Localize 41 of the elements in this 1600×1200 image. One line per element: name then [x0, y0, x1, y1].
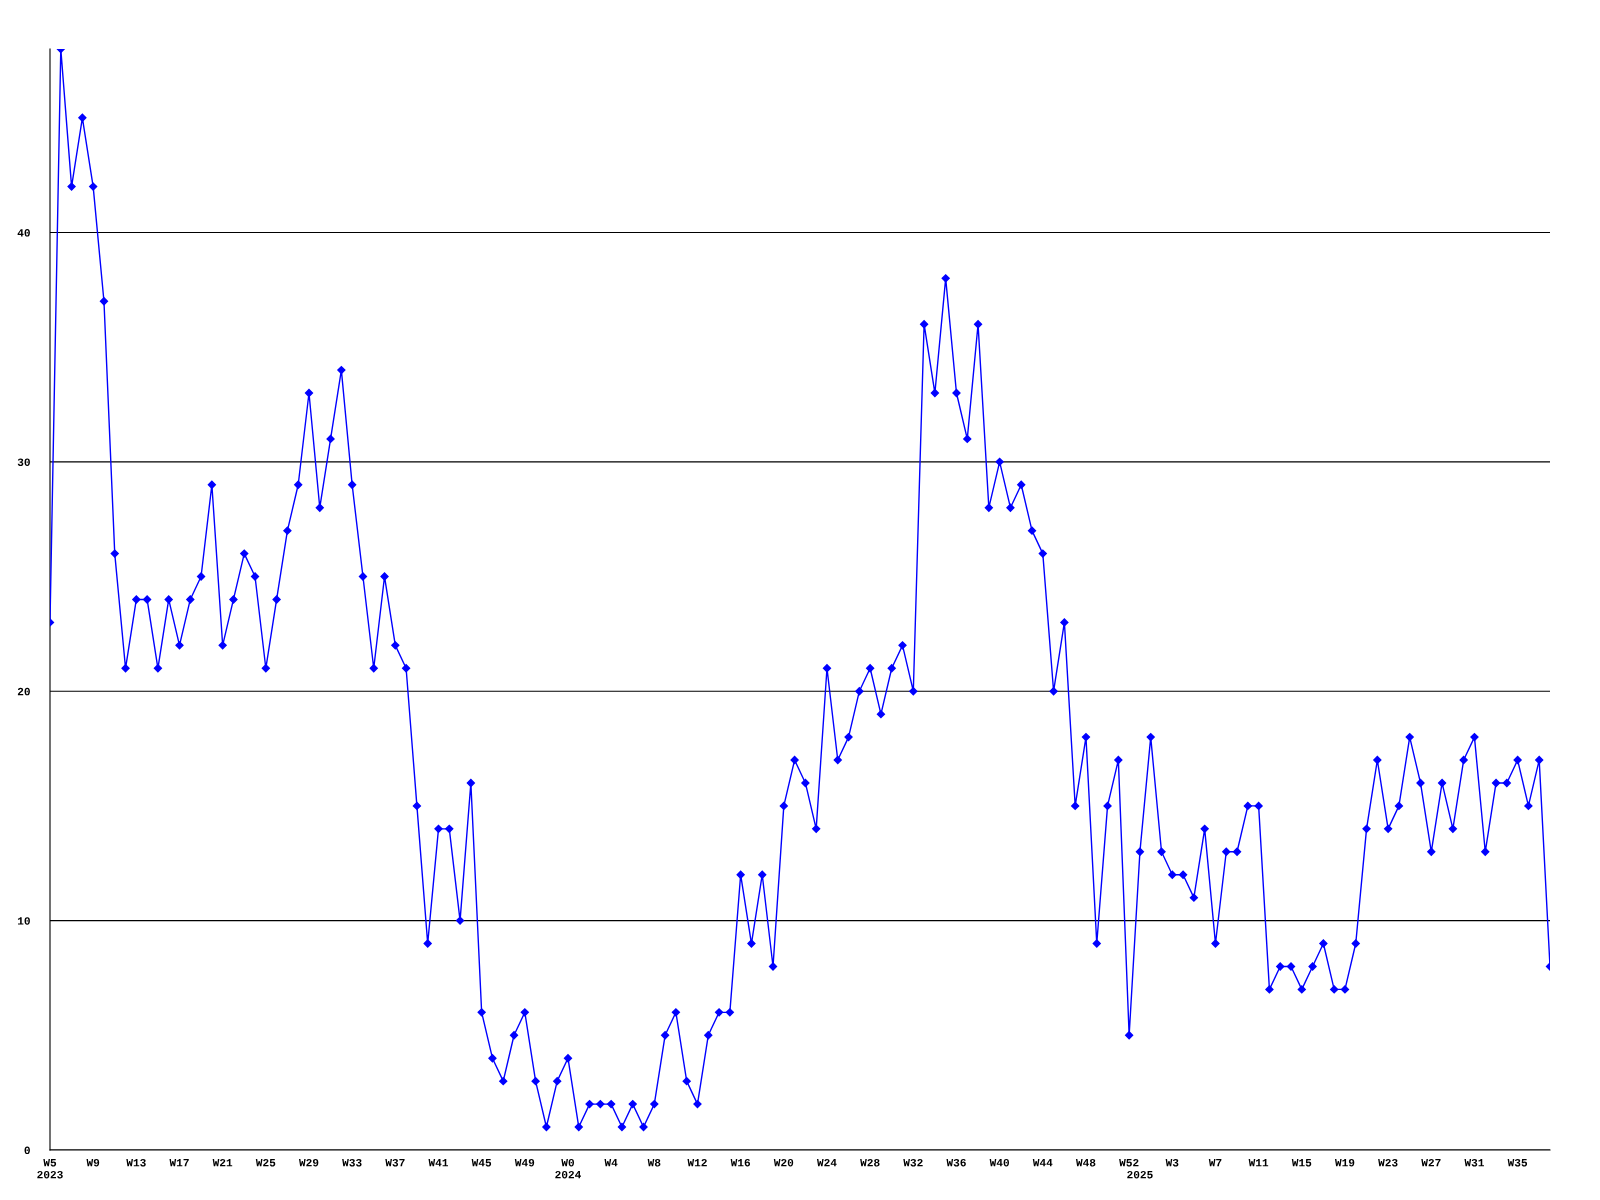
- x-tick-label: W25: [255, 1158, 276, 1167]
- x-tick-label: W29: [298, 1158, 319, 1167]
- x-tick-label: W48: [1075, 1158, 1096, 1167]
- x-tick-label: W9: [86, 1158, 100, 1167]
- x-tick-label: W33: [342, 1158, 362, 1167]
- x-tick-label: W45: [471, 1159, 492, 1167]
- x-tick-label: 2025: [1127, 1170, 1153, 1179]
- x-tick-label: W41: [428, 1159, 449, 1167]
- x-tick-label: W36: [946, 1158, 966, 1167]
- x-tick-label: W49: [514, 1158, 535, 1167]
- x-tick-label: W8: [647, 1158, 661, 1167]
- y-tick-label: 0: [24, 1146, 30, 1155]
- y-tick-label: 40: [17, 229, 30, 237]
- x-tick-label: W13: [126, 1158, 146, 1167]
- x-tick-label: W20: [773, 1158, 794, 1167]
- x-tick-label: W11: [1248, 1159, 1269, 1167]
- x-tick-label: W3: [1165, 1158, 1179, 1167]
- x-tick-label: W28: [860, 1158, 880, 1167]
- x-tick-label: W27: [1421, 1158, 1441, 1167]
- x-tick-label: W31: [1464, 1158, 1484, 1167]
- x-tick-label: W0 2024: [555, 1158, 581, 1179]
- x-tick-label: W16: [730, 1158, 751, 1167]
- x-tick-label: W17: [169, 1159, 189, 1167]
- y-tick-label: 30: [17, 458, 30, 466]
- x-tick-label: W32: [903, 1158, 923, 1167]
- x-tick-label: W40: [989, 1158, 1009, 1167]
- x-tick-label: W7: [1208, 1159, 1222, 1167]
- x-tick-label: W19: [1334, 1158, 1355, 1167]
- x-tick-label: W4: [604, 1159, 618, 1167]
- x-tick-label: W21: [212, 1158, 233, 1167]
- x-tick-label: W37: [385, 1158, 405, 1167]
- y-tick-label: 10: [17, 917, 30, 925]
- x-tick-label: W23: [1378, 1158, 1398, 1167]
- x-tick-label: W35: [1507, 1158, 1528, 1167]
- x-tick-label: W24: [816, 1158, 837, 1167]
- y-tick-label: 20: [17, 687, 30, 696]
- x-tick-label: W12: [687, 1158, 707, 1167]
- x-tick-label: W44: [1032, 1159, 1053, 1167]
- x-tick-label: W52: [1119, 1158, 1139, 1167]
- x-tick-label: W5 2023: [37, 1159, 63, 1179]
- x-tick-label: W15: [1291, 1159, 1312, 1167]
